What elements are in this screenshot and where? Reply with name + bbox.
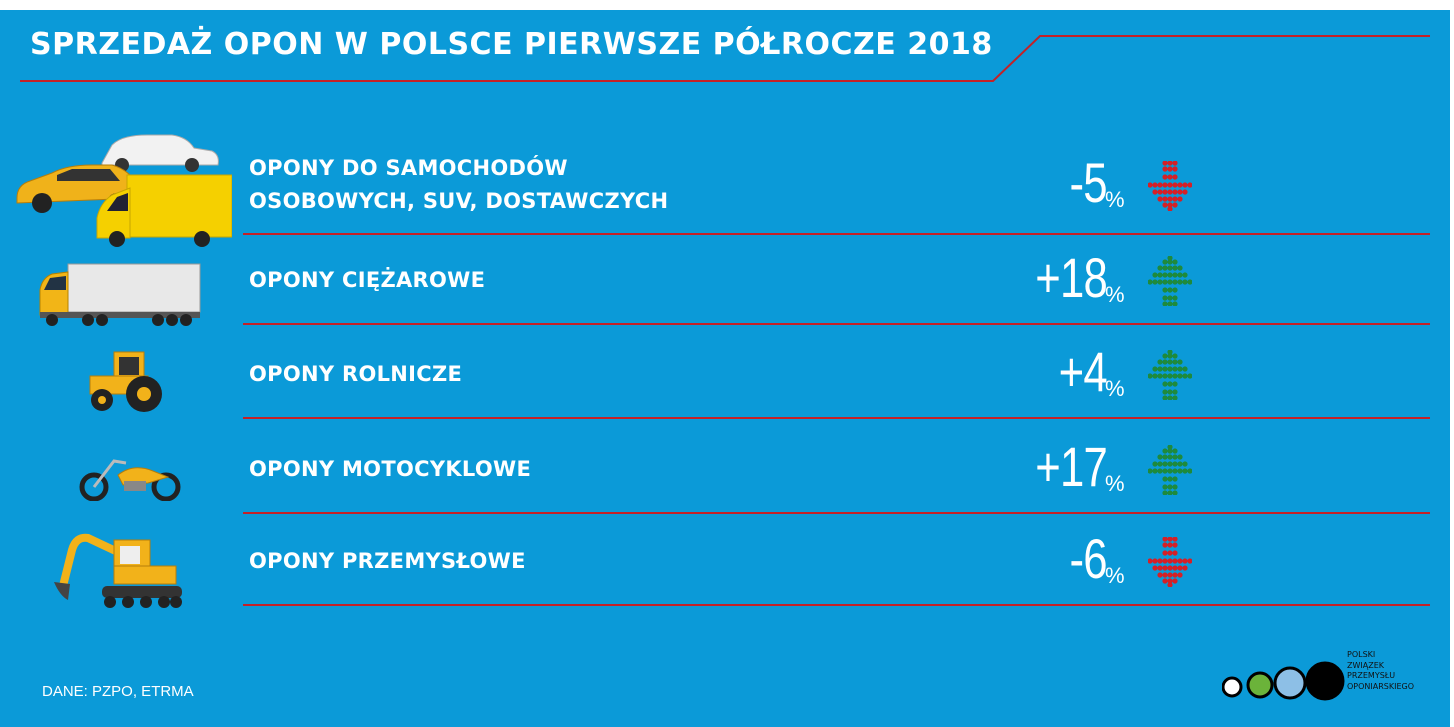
arrow-up-icon <box>1148 256 1192 306</box>
row-label-line: OPONY MOTOCYKLOWE <box>249 456 532 481</box>
row-value: +4 <box>1058 340 1108 403</box>
row-label-line: OPONY ROLNICZE <box>249 361 463 386</box>
motorcycle-icon <box>78 453 183 506</box>
row-unit: % <box>1105 563 1125 588</box>
row-unit: % <box>1105 471 1125 496</box>
row-value: -6 <box>1069 527 1108 590</box>
row-unit: % <box>1105 376 1125 401</box>
row-label: OPONY ROLNICZE <box>249 358 462 391</box>
pzpo-logo-text: POLSKI ZWIĄZEK PRZEMYSŁU OPONIARSKIEGO <box>1347 650 1447 692</box>
row-label: OPONY MOTOCYKLOWE <box>249 453 531 486</box>
logo-circle <box>1273 666 1307 700</box>
row-value: +17 <box>1035 435 1108 498</box>
row-divider <box>243 233 1430 235</box>
arrow-down-icon <box>1148 161 1192 211</box>
cars-van-icon <box>12 123 233 253</box>
arrow-up-icon <box>1148 445 1192 495</box>
tractor-icon <box>84 348 164 419</box>
row-divider <box>243 604 1430 606</box>
page-title: SPRZEDAŻ OPON W POLSCE PIERWSZE PÓŁROCZE… <box>30 27 993 62</box>
row-unit: % <box>1105 282 1125 307</box>
row-label: OPONY CIĘŻAROWE <box>249 264 485 297</box>
excavator-icon <box>52 530 187 617</box>
row-divider <box>243 323 1430 325</box>
row-label-line: OSOBOWYCH, SUV, DOSTAWCZYCH <box>249 189 669 213</box>
arrow-up-icon <box>1148 350 1192 400</box>
row-label-line: OPONY DO SAMOCHODÓW <box>249 156 568 180</box>
logo-line: POLSKI <box>1347 650 1376 659</box>
logo-line: PRZEMYSŁU <box>1347 671 1396 680</box>
logo-line: ZWIĄZEK <box>1347 660 1385 670</box>
row-value: +18 <box>1035 246 1108 309</box>
pzpo-logo-icon <box>1222 661 1345 701</box>
arrow-down-icon <box>1148 537 1192 587</box>
logo-circle <box>1246 671 1274 699</box>
infographic: SPRZEDAŻ OPON W POLSCE PIERWSZE PÓŁROCZE… <box>0 10 1450 727</box>
logo-circle <box>1222 676 1243 698</box>
row-value: -5 <box>1069 151 1108 214</box>
logo-circle <box>1305 661 1345 701</box>
source-note: DANE: PZPO, ETRMA <box>42 683 194 700</box>
row-unit: % <box>1105 187 1125 212</box>
row-label-line: OPONY CIĘŻAROWE <box>249 267 486 292</box>
row-divider <box>243 512 1430 514</box>
row-label: OPONY DO SAMOCHODÓW OSOBOWYCH, SUV, DOSTA… <box>249 152 668 218</box>
row-label: OPONY PRZEMYSŁOWE <box>249 545 526 578</box>
logo-line: OPONIARSKIEGO <box>1347 681 1415 691</box>
truck-icon <box>38 260 203 335</box>
title-underline <box>20 35 1430 82</box>
row-divider <box>243 417 1430 419</box>
row-label-line: OPONY PRZEMYSŁOWE <box>249 548 526 573</box>
